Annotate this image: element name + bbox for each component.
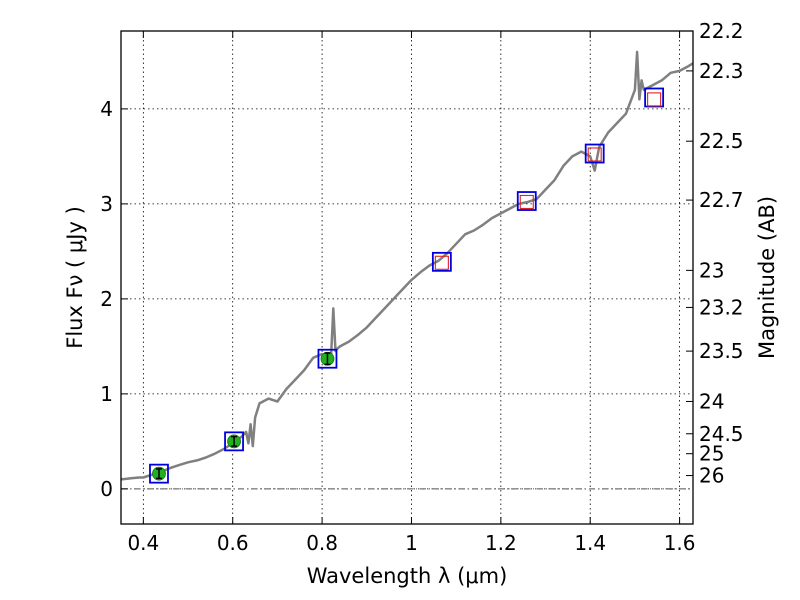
- model-square: [224, 431, 244, 452]
- synthetic-square: [647, 92, 662, 107]
- y2-tick-label: 26: [699, 464, 724, 488]
- x-tick-label: 0.8: [306, 531, 338, 555]
- model-square: [431, 251, 452, 272]
- synthetic-square: [587, 147, 602, 162]
- y2-tick-label: 24: [699, 389, 724, 413]
- plot-area-frame: [120, 30, 694, 525]
- x-tick-label: 1.6: [664, 531, 696, 555]
- model-square: [149, 463, 169, 484]
- y2-tick-label: 23: [699, 258, 724, 282]
- y2-tick-label: 23.5: [699, 339, 744, 363]
- y-tick-label: 1: [100, 382, 113, 406]
- synthetic-square: [519, 194, 534, 210]
- y-tick-labels: 0 1 2 3 4: [100, 97, 113, 501]
- y2-tick-label: 22.5: [699, 129, 744, 153]
- x-tick-label: 1.4: [574, 531, 606, 555]
- model-square: [516, 191, 537, 211]
- y2-tick-label: 22.7: [699, 188, 744, 212]
- y-axis-label: Flux Fν ( μJy ): [63, 206, 87, 349]
- x-axis-label: Wavelength λ (μm): [307, 564, 508, 588]
- x-tick-label: 1: [405, 531, 418, 555]
- model-square: [317, 348, 338, 369]
- spectrum-line: [120, 50, 694, 481]
- x-tick-label: 1.2: [485, 531, 517, 555]
- photometry-points-layer: [149, 87, 665, 484]
- y2-tick-label: 22.3: [699, 59, 744, 83]
- y-tick-label: 3: [100, 192, 113, 216]
- axis-ticks: [121, 30, 693, 524]
- y2-tick-label: 22.2: [699, 19, 744, 43]
- grid-lines: [121, 31, 693, 524]
- y2-tick-label: 23.2: [699, 295, 744, 319]
- synthetic-square: [434, 255, 449, 270]
- y2-tick-label: 25: [699, 442, 724, 466]
- y2-axis-label: Magnitude (AB): [755, 196, 779, 359]
- y2-tick-label: 24.5: [699, 422, 744, 446]
- y-tick-label: 4: [100, 97, 113, 121]
- x-tick-label: 0.6: [217, 531, 249, 555]
- model-square: [644, 87, 665, 108]
- y-tick-label: 0: [100, 477, 113, 501]
- y-tick-label: 2: [100, 287, 113, 311]
- x-tick-label: 0.4: [127, 531, 159, 555]
- model-square: [584, 143, 605, 164]
- spectrum-line-layer: [120, 50, 694, 481]
- x-tick-labels: 0.4 0.6 0.8 1 1.2 1.4 1.6: [127, 531, 695, 555]
